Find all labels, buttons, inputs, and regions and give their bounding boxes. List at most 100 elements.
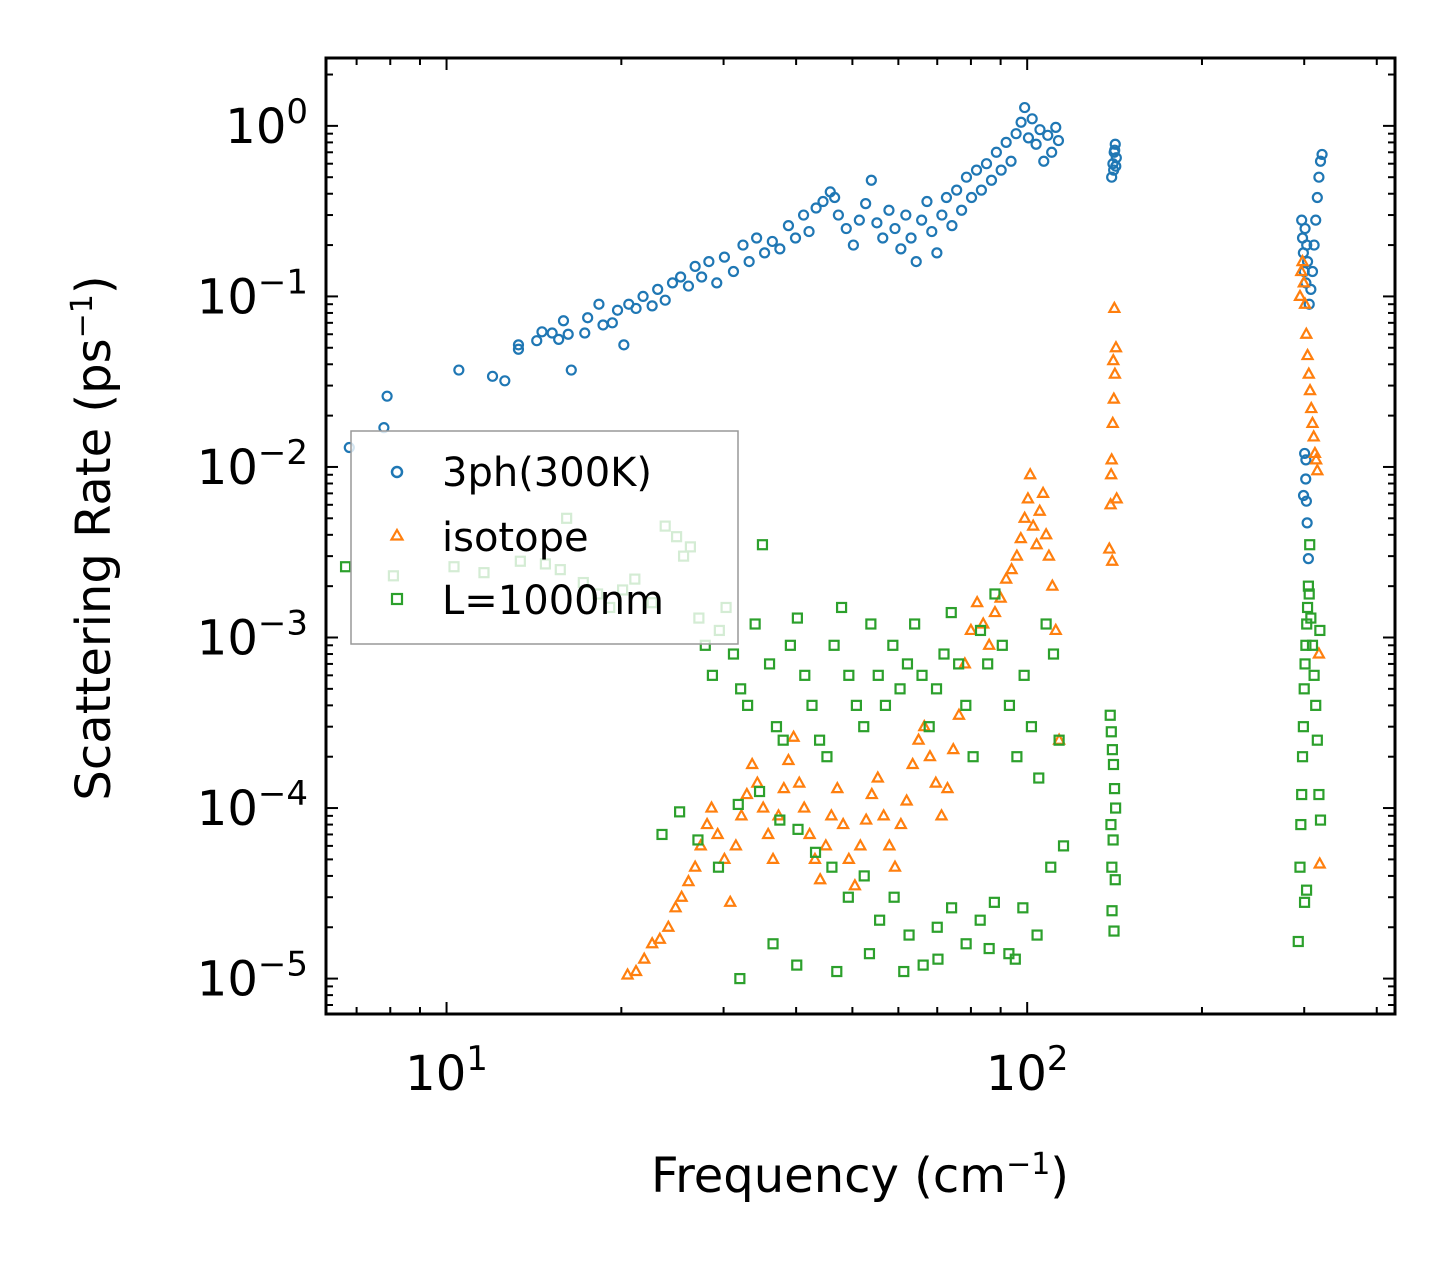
square-point (863, 948, 876, 960)
circle-point (860, 198, 872, 210)
triangle-point (797, 800, 812, 813)
circle-point (1109, 138, 1121, 150)
circle-point (666, 277, 679, 289)
x-axis-title-sup: −1 (1006, 1147, 1050, 1182)
circle-point (512, 339, 525, 351)
y-tick-exp: −2 (258, 433, 308, 473)
square-point (1045, 861, 1057, 873)
circle-point (1019, 101, 1031, 114)
square-point (1297, 721, 1309, 733)
square-point (916, 669, 928, 681)
square-point (1305, 612, 1317, 624)
triangle-point (928, 775, 943, 788)
y-tick-label: 10−5 (197, 945, 308, 1008)
circle-point (1305, 283, 1317, 295)
square-point (1109, 874, 1121, 886)
y-tick-exp: −3 (258, 604, 308, 644)
circle-point (975, 184, 988, 196)
triangle-point (802, 826, 817, 840)
circle-point (960, 171, 973, 183)
circle-point (951, 184, 963, 196)
square-point (1299, 658, 1311, 670)
circle-point (703, 256, 715, 268)
square-point (1304, 539, 1316, 551)
triangle-point (1036, 485, 1050, 498)
circle-point (1313, 171, 1325, 183)
triangle-point (1010, 548, 1024, 561)
triangle-point (1304, 400, 1319, 414)
circle-point (877, 232, 889, 244)
circle-point (696, 271, 708, 283)
square-point (858, 721, 870, 733)
square-point (1298, 896, 1311, 908)
square-point (945, 902, 958, 914)
y-tick-base: 10 (197, 440, 258, 496)
triangle-point (700, 816, 714, 830)
square-point (767, 938, 779, 950)
circle-point (1005, 155, 1017, 167)
y-tick-label: 10−2 (197, 433, 308, 496)
square-point (1306, 639, 1319, 651)
x-tick-base: 10 (405, 1046, 466, 1102)
circle-point (883, 204, 895, 216)
triangle-point (723, 894, 738, 907)
triangle-point (1298, 296, 1312, 309)
circle-point (652, 283, 664, 295)
square-point (983, 942, 995, 955)
legend-label-isotope: isotope (442, 515, 589, 561)
y-tick-exp: 0 (286, 92, 308, 132)
square-point (888, 891, 900, 903)
circle-point (931, 247, 943, 259)
circle-point (1302, 553, 1314, 565)
y-axis-title: Scattering Rate (ps−1) (65, 275, 122, 800)
triangle-point (717, 851, 732, 864)
circle-point (1297, 489, 1310, 502)
circle-point (531, 335, 543, 347)
square-point (894, 683, 906, 695)
triangle-point (1045, 578, 1060, 591)
circle-point (905, 232, 917, 244)
circle-point (1106, 171, 1118, 183)
square-point (749, 618, 761, 630)
square-point (1040, 618, 1052, 630)
y-tick-label: 10−3 (197, 604, 308, 667)
square-point (1033, 772, 1045, 784)
triangle-point (841, 851, 856, 864)
triangle-point (940, 780, 955, 794)
triangle-point (1109, 339, 1123, 353)
circle-point (1110, 160, 1122, 172)
square-point (774, 814, 786, 826)
triangle-point (970, 594, 985, 608)
x-tick-label: 101 (405, 1039, 488, 1102)
triangle-point (1104, 466, 1118, 480)
square-point (831, 965, 843, 978)
triangle-point (836, 816, 851, 830)
x-axis-title: Frequency (cm−1) (651, 1147, 1069, 1204)
square-point (1300, 639, 1312, 651)
square-point (960, 938, 972, 950)
y-tick-base: 10 (197, 611, 258, 667)
triangle-point (1306, 429, 1321, 442)
square-point (960, 699, 972, 711)
circle-point (995, 164, 1007, 176)
square-point (742, 699, 754, 711)
y-tick-label: 10−4 (197, 774, 308, 837)
square-point (799, 669, 811, 681)
triangle-point (766, 851, 780, 864)
triangle-point (1021, 491, 1035, 504)
plot-frame (324, 56, 1397, 1016)
circle-point (810, 202, 822, 214)
y-tick-label: 100 (225, 92, 308, 155)
square-point (1310, 699, 1322, 711)
x-tick-exp: 1 (466, 1039, 488, 1079)
circle-point (990, 146, 1002, 158)
square-point (1110, 802, 1122, 814)
triangle-point (1026, 518, 1041, 531)
square-point (974, 624, 987, 637)
square-point (1018, 669, 1030, 681)
circle-point (562, 328, 574, 340)
triangle-point (894, 816, 908, 830)
square-point (1298, 683, 1310, 695)
